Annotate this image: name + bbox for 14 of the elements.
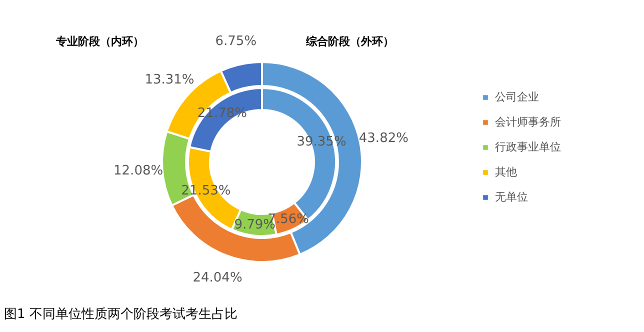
text: 图1 不同单位性质两个阶段考试考生占比 [4, 307, 238, 322]
text: 专业阶段（内环） [55, 35, 144, 48]
legend-label: 其他 [495, 166, 517, 178]
text: 综合阶段（外环） [305, 35, 394, 48]
legend-label: 会计师事务所 [495, 116, 561, 128]
data-label: 21.53% [181, 184, 231, 199]
data-label: 13.31% [144, 72, 194, 88]
legend-label: 无单位 [495, 190, 528, 204]
data-label: 12.08% [114, 164, 164, 179]
data-label: 6.75% [215, 34, 257, 49]
data-label: 43.82% [358, 131, 408, 146]
legend-label: 公司企业 [495, 90, 539, 104]
legend-label: 行政事业单位 [495, 140, 561, 154]
data-label: 24.04% [192, 270, 242, 286]
